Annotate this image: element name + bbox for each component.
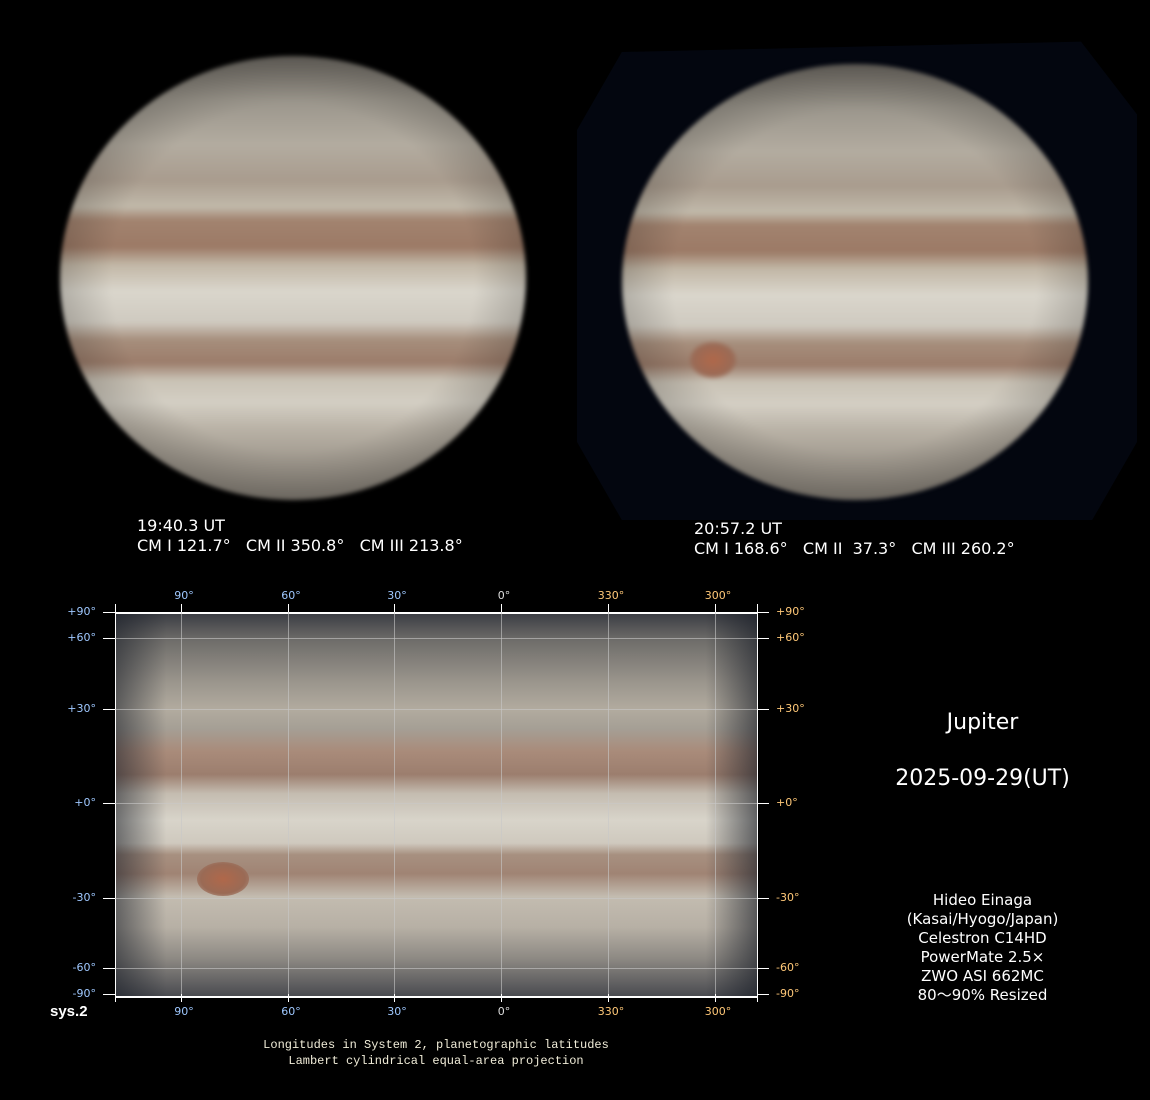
grid-line-latitude bbox=[115, 803, 757, 804]
latitude-label-right: -60° bbox=[776, 961, 800, 974]
latitude-label-left: +60° bbox=[67, 631, 96, 644]
jupiter-disk-left bbox=[60, 56, 526, 500]
latitude-label-left: -60° bbox=[72, 961, 96, 974]
credit-line: PowerMate 2.5× bbox=[920, 948, 1045, 966]
date-title: 2025-09-29(UT) bbox=[895, 766, 1070, 791]
tick-mark bbox=[757, 803, 769, 804]
tick-mark bbox=[103, 968, 115, 969]
longitude-label-bottom: 0° bbox=[497, 1005, 511, 1018]
latitude-label-left: +0° bbox=[74, 796, 96, 809]
latitude-label-right: -30° bbox=[776, 891, 800, 904]
longitude-label-top: 300° bbox=[704, 589, 732, 602]
tick-mark bbox=[608, 604, 609, 612]
tick-mark bbox=[757, 994, 769, 995]
credit-line: ZWO ASI 662MC bbox=[921, 967, 1044, 985]
tick-mark bbox=[501, 604, 502, 612]
tick-mark bbox=[103, 994, 115, 995]
credit-line: Celestron C14HD bbox=[918, 929, 1047, 947]
tick-mark bbox=[757, 638, 769, 639]
tick-mark bbox=[757, 612, 769, 613]
latitude-label-right: +0° bbox=[776, 796, 798, 809]
tick-mark bbox=[757, 968, 769, 969]
tick-mark bbox=[103, 638, 115, 639]
tick-mark bbox=[103, 709, 115, 710]
latitude-label-right: -90° bbox=[776, 987, 800, 1000]
left-caption: 19:40.3 UT CM I 121.7° CM II 350.8° CM II… bbox=[137, 516, 463, 556]
longitude-label-top: 90° bbox=[174, 589, 194, 602]
latitude-label-left: -30° bbox=[72, 891, 96, 904]
tick-mark bbox=[715, 604, 716, 612]
grid-line-latitude bbox=[115, 638, 757, 639]
tick-mark bbox=[103, 803, 115, 804]
tick-mark bbox=[757, 709, 769, 710]
longitude-label-top: 60° bbox=[281, 589, 301, 602]
left-time: 19:40.3 UT bbox=[137, 516, 225, 535]
longitude-label-bottom: 90° bbox=[174, 1005, 194, 1018]
tick-mark bbox=[394, 994, 395, 1002]
longitude-label-bottom: 330° bbox=[597, 1005, 625, 1018]
tick-mark bbox=[501, 994, 502, 1002]
tick-mark bbox=[103, 612, 115, 613]
longitude-label-top: 30° bbox=[387, 589, 407, 602]
right-cm: CM I 168.6° CM II 37.3° CM III 260.2° bbox=[694, 539, 1015, 558]
tick-mark bbox=[288, 604, 289, 612]
map-caption-1: Longitudes in System 2, planetographic l… bbox=[263, 1038, 609, 1052]
right-caption: 20:57.2 UT CM I 168.6° CM II 37.3° CM III… bbox=[694, 519, 1015, 559]
tick-mark bbox=[608, 994, 609, 1002]
great-red-spot bbox=[690, 342, 736, 378]
tick-mark bbox=[181, 994, 182, 1002]
object-title: Jupiter bbox=[946, 710, 1019, 735]
great-red-spot-map bbox=[197, 862, 249, 896]
grid-line-latitude bbox=[115, 968, 757, 969]
longitude-label-top: 330° bbox=[597, 589, 625, 602]
latitude-label-left: +90° bbox=[67, 605, 96, 618]
tick-mark bbox=[288, 994, 289, 1002]
grid-line-latitude bbox=[115, 709, 757, 710]
longitude-label-top: 0° bbox=[497, 589, 511, 602]
tick-mark bbox=[103, 898, 115, 899]
latitude-label-right: +60° bbox=[776, 631, 805, 644]
map-caption-2: Lambert cylindrical equal-area projectio… bbox=[288, 1054, 584, 1068]
latitude-label-left: +30° bbox=[67, 702, 96, 715]
system-label: sys.2 bbox=[50, 1003, 88, 1020]
latitude-label-right: +30° bbox=[776, 702, 805, 715]
longitude-label-bottom: 60° bbox=[281, 1005, 301, 1018]
credit-line: Hideo Einaga bbox=[932, 891, 1033, 909]
grid-line-latitude bbox=[115, 898, 757, 899]
latitude-label-left: -90° bbox=[72, 987, 96, 1000]
tick-mark bbox=[757, 898, 769, 899]
credits: Hideo Einaga (Kasai/Hyogo/Japan) Celestr… bbox=[870, 891, 1095, 1005]
credit-line: (Kasai/Hyogo/Japan) bbox=[906, 910, 1059, 928]
tick-mark bbox=[394, 604, 395, 612]
right-time: 20:57.2 UT bbox=[694, 519, 782, 538]
credit-line: 80～90% Resized bbox=[917, 986, 1048, 1004]
jupiter-disk-right bbox=[622, 64, 1088, 500]
longitude-label-bottom: 30° bbox=[387, 1005, 407, 1018]
tick-mark bbox=[715, 994, 716, 1002]
latitude-label-right: +90° bbox=[776, 605, 805, 618]
tick-mark bbox=[181, 604, 182, 612]
cylindrical-map bbox=[115, 612, 757, 998]
longitude-label-bottom: 300° bbox=[704, 1005, 732, 1018]
left-cm: CM I 121.7° CM II 350.8° CM III 213.8° bbox=[137, 536, 463, 555]
